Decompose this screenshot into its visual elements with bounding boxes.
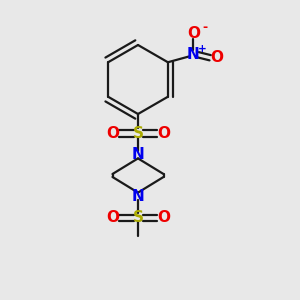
Text: +: + <box>197 44 206 54</box>
Text: O: O <box>106 126 119 141</box>
Text: S: S <box>133 126 143 141</box>
Text: -: - <box>202 21 207 34</box>
Text: O: O <box>210 50 223 65</box>
Text: O: O <box>187 26 200 41</box>
Text: S: S <box>133 210 143 225</box>
Text: N: N <box>132 147 144 162</box>
Text: O: O <box>106 210 119 225</box>
Text: O: O <box>157 210 170 225</box>
Text: N: N <box>187 47 200 62</box>
Text: N: N <box>132 189 144 204</box>
Text: O: O <box>157 126 170 141</box>
